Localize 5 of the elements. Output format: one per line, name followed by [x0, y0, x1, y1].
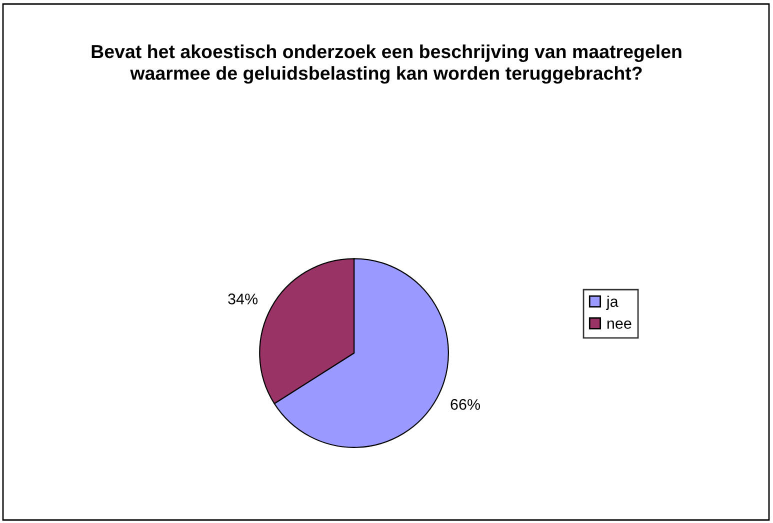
data-label: 34%: [228, 294, 258, 304]
legend-label: ja: [606, 296, 618, 310]
legend-label: nee: [607, 320, 632, 329]
data-label: 66%: [450, 399, 480, 410]
chart-title: Bevat het akoestisch onderzoek een beschrijving van maatregelen waarmee de geluidsbelasting kan worden teruggebracht?: [92, 44, 682, 84]
